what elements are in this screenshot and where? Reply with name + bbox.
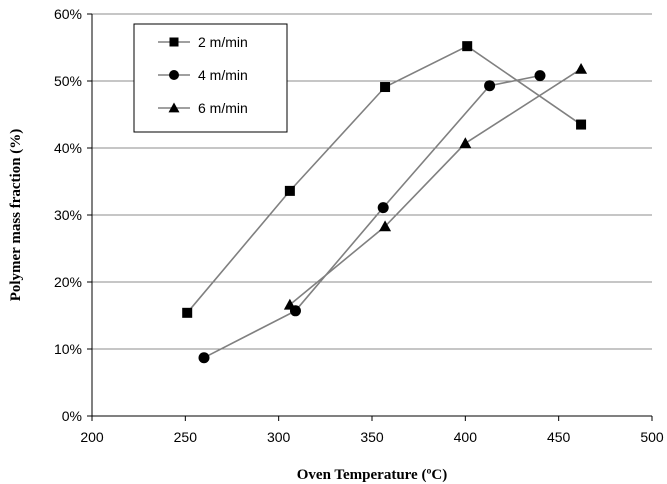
y-tick-label: 0% bbox=[62, 408, 82, 424]
y-tick-label: 30% bbox=[54, 207, 82, 223]
x-tick-labels: 200 250 300 350 400 450 500 bbox=[80, 429, 664, 445]
y-tick-label: 60% bbox=[54, 6, 82, 22]
data-point bbox=[380, 82, 391, 93]
x-axis-title: Oven Temperature (ºC) bbox=[297, 467, 448, 483]
axes bbox=[87, 13, 653, 421]
x-tick-label: 300 bbox=[267, 429, 291, 445]
series-line bbox=[289, 68, 582, 306]
series-3 bbox=[283, 62, 588, 310]
data-point bbox=[575, 62, 588, 74]
series-2 bbox=[198, 70, 546, 364]
legend-marker bbox=[169, 37, 179, 47]
x-tick-label: 350 bbox=[360, 429, 384, 445]
y-tick-label: 50% bbox=[54, 73, 82, 89]
x-tick-label: 250 bbox=[174, 429, 198, 445]
data-point bbox=[198, 352, 210, 364]
data-point bbox=[459, 137, 472, 149]
data-point bbox=[284, 185, 295, 196]
data-point bbox=[484, 80, 496, 92]
legend-marker bbox=[169, 70, 179, 80]
x-tick-label: 400 bbox=[454, 429, 478, 445]
legend-label: 2 m/min bbox=[198, 34, 248, 50]
data-point bbox=[283, 298, 296, 310]
legend-label: 6 m/min bbox=[198, 100, 248, 116]
x-tick-label: 200 bbox=[80, 429, 104, 445]
data-point bbox=[377, 202, 389, 214]
legend-entry: 2 m/min bbox=[158, 34, 248, 50]
legend-marker bbox=[168, 102, 180, 113]
data-point bbox=[534, 70, 546, 82]
y-tick-label: 10% bbox=[54, 341, 82, 357]
data-point bbox=[182, 307, 193, 318]
data-point bbox=[576, 119, 587, 130]
legend-entry: 4 m/min bbox=[158, 67, 248, 83]
x-tick-label: 500 bbox=[640, 429, 664, 445]
y-tick-label: 20% bbox=[54, 274, 82, 290]
series-1 bbox=[182, 41, 587, 318]
legend-label: 4 m/min bbox=[198, 67, 248, 83]
y-tick-labels: 0% 10% 20% 30% 40% 50% 60% bbox=[54, 6, 82, 424]
y-tick-label: 40% bbox=[54, 140, 82, 156]
legend: 2 m/min 4 m/min 6 m/min bbox=[133, 23, 288, 133]
y-axis-title: Polymer mass fraction (%) bbox=[8, 129, 24, 302]
legend-entry: 6 m/min bbox=[158, 100, 248, 116]
data-point bbox=[462, 41, 473, 52]
series-layer bbox=[182, 41, 588, 364]
x-tick-label: 450 bbox=[547, 429, 571, 445]
data-point bbox=[379, 220, 392, 232]
